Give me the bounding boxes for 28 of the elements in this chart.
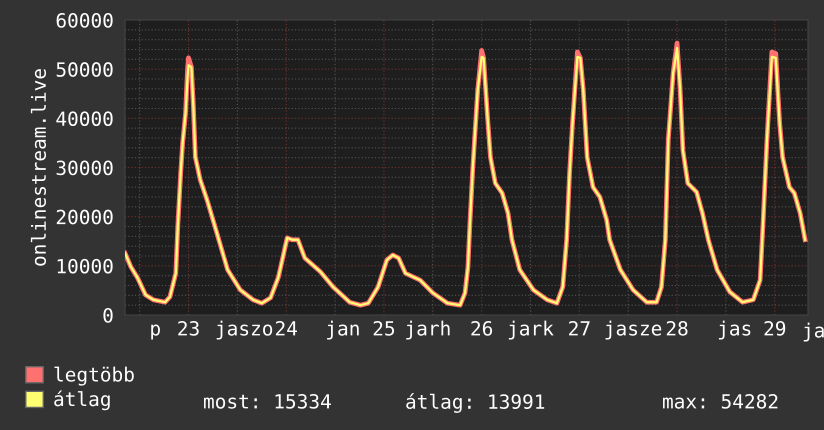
x-tick-label: p: [151, 324, 160, 340]
legend-label: átlag: [54, 390, 110, 410]
y-tick-label: 60000: [56, 13, 113, 28]
x-tick-label: 29: [764, 321, 786, 336]
x-tick-label: jan: [327, 320, 359, 340]
x-tick-label: 26: [471, 321, 492, 336]
x-tick-label: jaszo: [216, 320, 272, 340]
x-tick-label: 25: [374, 321, 394, 336]
y-tick-label: 40000: [56, 111, 113, 126]
y-tick-label: 50000: [56, 62, 113, 77]
y-tick-label: 30000: [56, 160, 113, 176]
legend-label: legtöbb: [54, 366, 134, 386]
y-tick-label: 0: [103, 308, 113, 323]
y-tick-label: 10000: [58, 258, 113, 274]
x-tick-label: jarh: [406, 320, 450, 340]
x-tick-label: jasze: [606, 320, 662, 340]
x-tick-label: jark: [508, 320, 554, 340]
text: átlag: 13991: [406, 393, 544, 413]
x-tick-label: jas: [718, 320, 750, 340]
x-tick-label: 28: [666, 321, 688, 336]
x-tick-label: 23: [178, 321, 199, 336]
text: ja: [804, 322, 824, 342]
text: most: 15334: [204, 394, 331, 409]
text: max: 54282: [663, 394, 778, 409]
y-tick-label: 20000: [56, 210, 113, 224]
x-tick-label: 24: [276, 321, 297, 336]
y-axis-title: onlinestream.live: [30, 69, 46, 266]
x-tick-label: 27: [569, 321, 590, 336]
